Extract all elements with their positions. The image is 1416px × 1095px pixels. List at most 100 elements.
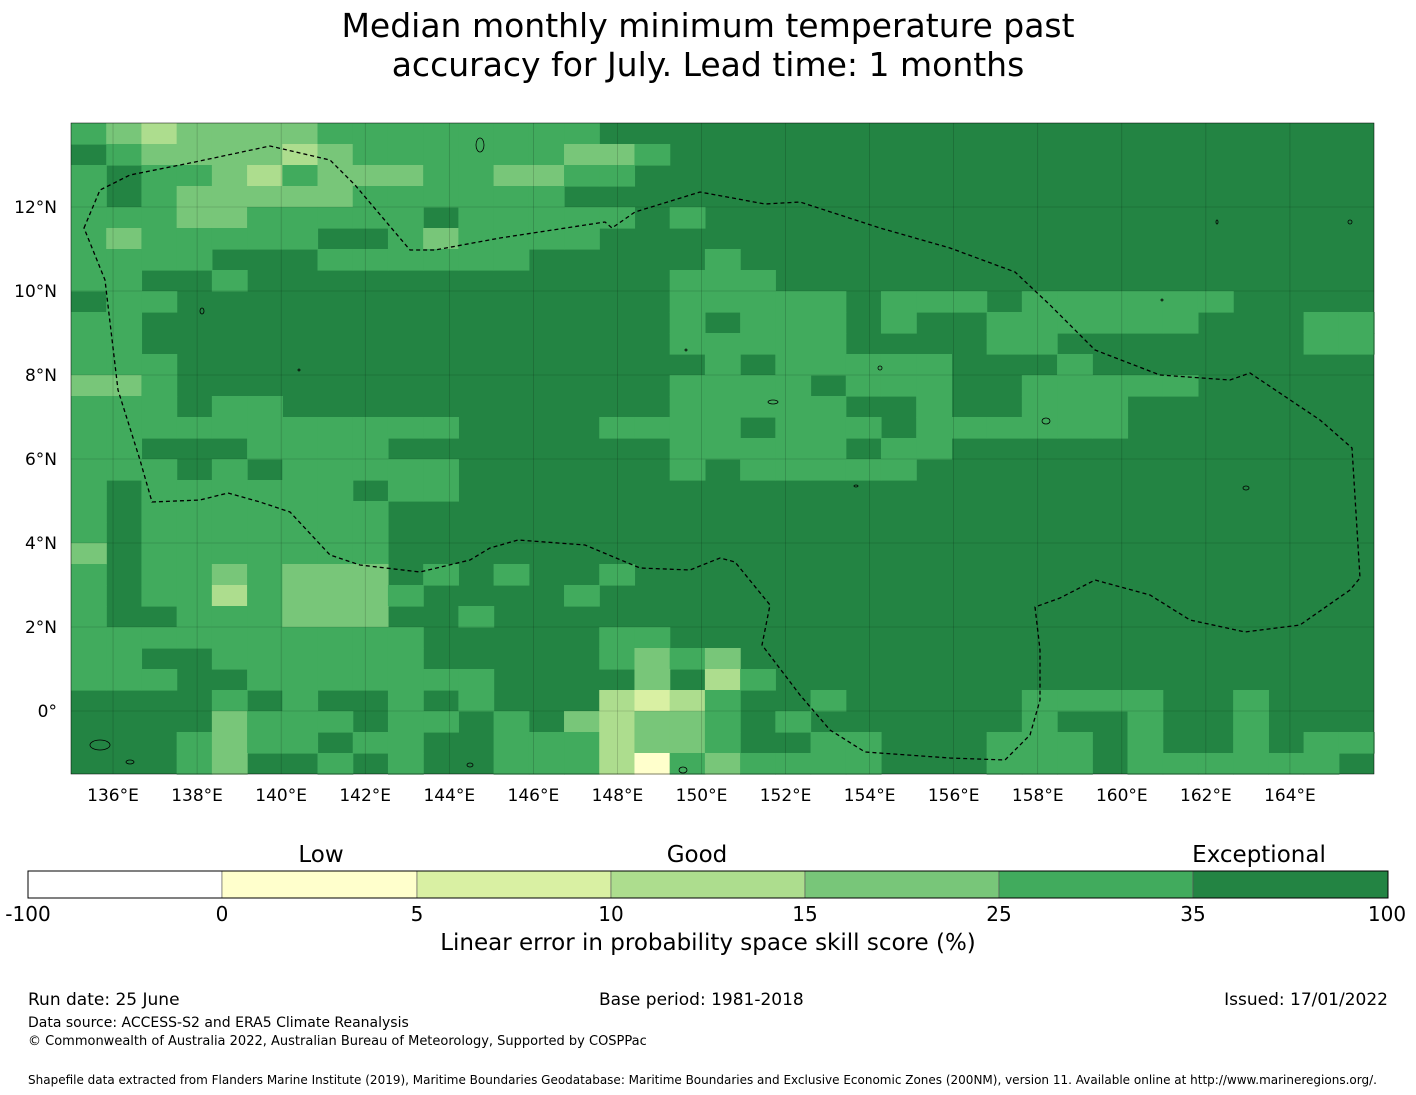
grid-cell — [352, 648, 389, 670]
island-outline — [877, 365, 883, 371]
grid-cell — [810, 753, 847, 775]
grid-cell — [669, 753, 706, 775]
grid-cell — [176, 228, 213, 250]
island-outline — [853, 484, 859, 488]
grid-cell — [704, 270, 741, 292]
grid-cell — [71, 333, 107, 355]
grid-cell — [423, 669, 459, 691]
island-outline — [767, 399, 779, 405]
grid-cell — [317, 459, 354, 481]
grid-cell — [141, 564, 178, 586]
grid-cell — [141, 186, 178, 208]
grid-cell — [1127, 753, 1164, 775]
grid-cell — [317, 123, 354, 145]
grid-cell — [176, 522, 213, 544]
grid-cell — [458, 123, 495, 145]
grid-cell — [247, 585, 283, 607]
grid-cell — [810, 690, 847, 712]
longitude-tick-label: 154°E — [844, 786, 896, 806]
grid-cell — [106, 375, 143, 397]
grid-cell — [599, 648, 636, 670]
grid-cell — [775, 711, 812, 733]
grid-cell — [564, 207, 600, 229]
grid-cell — [352, 123, 389, 145]
grid-cell — [423, 459, 459, 481]
colorbar-label-35: 35 — [1180, 902, 1206, 926]
grid-cell — [71, 270, 107, 292]
grid-cell — [247, 123, 283, 145]
grid-cell — [317, 144, 354, 166]
island-outline — [89, 739, 111, 751]
grid-cell — [916, 438, 953, 460]
grid-cell — [1021, 732, 1058, 754]
grid-cell — [845, 375, 882, 397]
grid-cell — [106, 228, 143, 250]
grid-cell — [528, 732, 565, 754]
grid-cell — [423, 123, 459, 145]
grid-cell — [282, 501, 319, 523]
grid-cell — [1338, 333, 1375, 355]
grid-cell — [634, 711, 671, 733]
grid-cell — [282, 711, 319, 733]
colorbar-frame — [27, 870, 1389, 899]
island-outline — [125, 759, 135, 765]
grid-cell — [1162, 312, 1199, 334]
grid-cell — [317, 249, 354, 271]
grid-cells — [71, 123, 1375, 775]
grid-cell — [176, 501, 213, 523]
grid-cell — [669, 291, 706, 313]
grid-cell — [916, 417, 953, 439]
grid-cell — [634, 732, 671, 754]
grid-cell — [387, 732, 424, 754]
colorbar-segment — [804, 870, 1000, 899]
grid-cell — [423, 165, 459, 187]
grid-cell — [528, 228, 565, 250]
grid-cell — [176, 753, 213, 775]
grid-cell — [211, 732, 248, 754]
island-outline — [466, 762, 474, 768]
longitude-tick-labels: 136°E 138°E 140°E 142°E 144°E 146°E 148°E 150°E… — [87, 786, 1316, 806]
grid-cell — [599, 417, 636, 439]
grid-cell — [704, 438, 741, 460]
grid-cell — [951, 417, 988, 439]
grid-cell — [71, 522, 107, 544]
grid-cell — [528, 753, 565, 775]
grid-cell — [282, 228, 319, 250]
grid-cell — [810, 438, 847, 460]
grid-cell — [1162, 375, 1199, 397]
colorbar-label-0: 0 — [215, 902, 229, 926]
grid-cell — [141, 417, 178, 439]
grid-cell — [669, 270, 706, 292]
grid-cell — [247, 417, 283, 439]
grid-cell — [740, 270, 776, 292]
grid-cell — [634, 669, 671, 691]
grid-cell — [71, 669, 107, 691]
grid-cell — [669, 732, 706, 754]
grid-cell — [176, 123, 213, 145]
grid-cell — [247, 669, 283, 691]
grid-cell — [528, 207, 565, 229]
grid-cell — [176, 165, 213, 187]
grid-cell — [211, 123, 248, 145]
title-line-1: Median monthly minimum temperature past — [341, 6, 1075, 45]
grid-cell — [387, 669, 424, 691]
grid-cell — [282, 522, 319, 544]
grid-cell — [1162, 753, 1199, 775]
grid-cell — [282, 186, 319, 208]
grid-cell — [564, 711, 600, 733]
grid-cell — [352, 144, 389, 166]
grid-cell — [352, 606, 389, 628]
grid-cell — [775, 354, 812, 376]
grid-cell — [106, 312, 143, 334]
map-frame — [70, 122, 1375, 775]
grid-cell — [599, 564, 636, 586]
latitude-tick-label: 12°N — [14, 198, 57, 218]
grid-cell — [1057, 732, 1093, 754]
grid-cell — [352, 543, 389, 565]
grid-cell — [1057, 396, 1093, 418]
grid-cell — [282, 459, 319, 481]
grid-cell — [1303, 732, 1340, 754]
grid-cell — [247, 438, 283, 460]
grid-cell — [317, 186, 354, 208]
grid-cell — [247, 165, 283, 187]
